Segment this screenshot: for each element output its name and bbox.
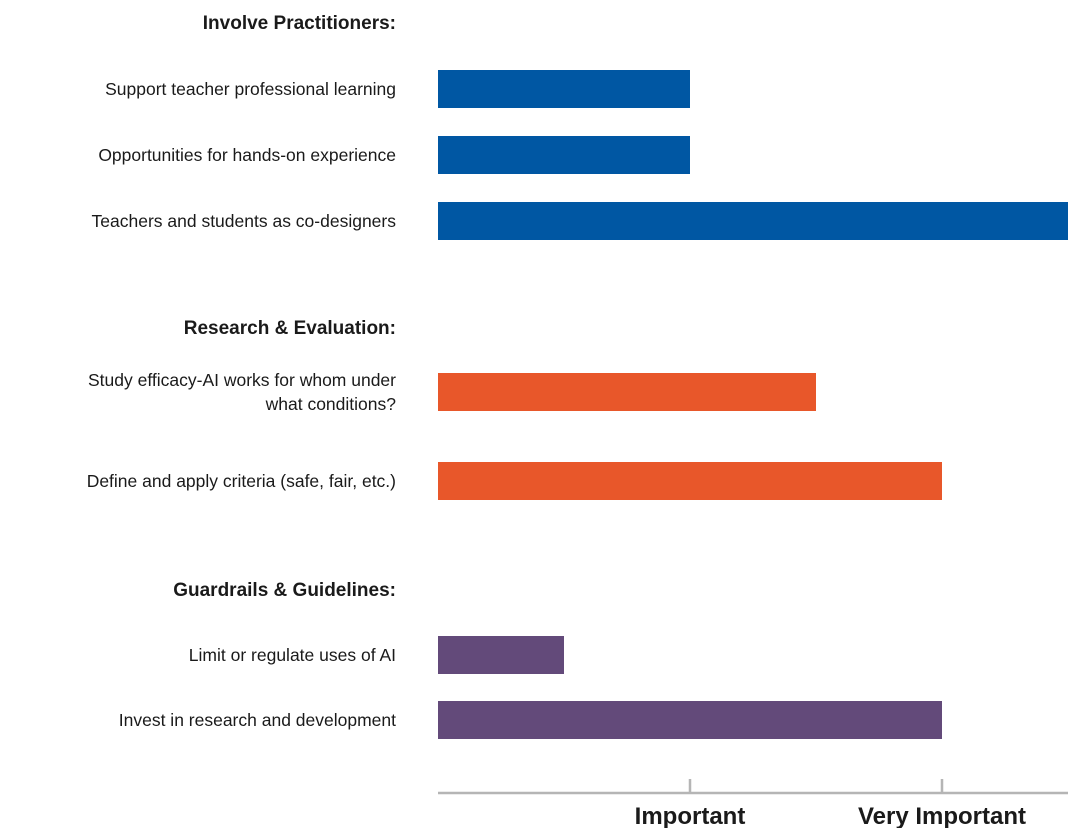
chart-groups: Involve Practitioners: Support teacher pr… xyxy=(87,13,1068,739)
bar-group: Research & Evaluation: Study efficacy-AI … xyxy=(87,318,942,500)
bar-label: Limit or regulate uses of AI xyxy=(189,645,396,665)
bar xyxy=(438,136,690,174)
bar-group: Guardrails & Guidelines: Limit or regulat… xyxy=(119,580,942,739)
bar-label: Support teacher professional learning xyxy=(105,79,396,99)
bar xyxy=(438,202,1068,240)
x-tick-label: Important xyxy=(635,803,746,828)
bar-label: Study efficacy-AI works for whom under xyxy=(88,370,396,390)
bar xyxy=(438,462,942,500)
bar-label: Teachers and students as co-designers xyxy=(92,211,397,231)
bar-label: Define and apply criteria (safe, fair, e… xyxy=(87,471,396,491)
group-title: Guardrails & Guidelines: xyxy=(173,580,396,601)
bar xyxy=(438,373,816,411)
bar-group: Involve Practitioners: Support teacher pr… xyxy=(92,13,1068,240)
bar-label: Opportunities for hands-on experience xyxy=(98,145,396,165)
group-title: Involve Practitioners: xyxy=(203,13,396,34)
x-axis: Important Very Important xyxy=(438,779,1068,828)
bar xyxy=(438,636,564,674)
bar xyxy=(438,701,942,739)
bar xyxy=(438,70,690,108)
x-tick-label: Very Important xyxy=(858,803,1026,828)
bar-label: what conditions? xyxy=(265,394,397,414)
bar-label: Invest in research and development xyxy=(119,710,396,730)
group-title: Research & Evaluation: xyxy=(184,318,396,339)
